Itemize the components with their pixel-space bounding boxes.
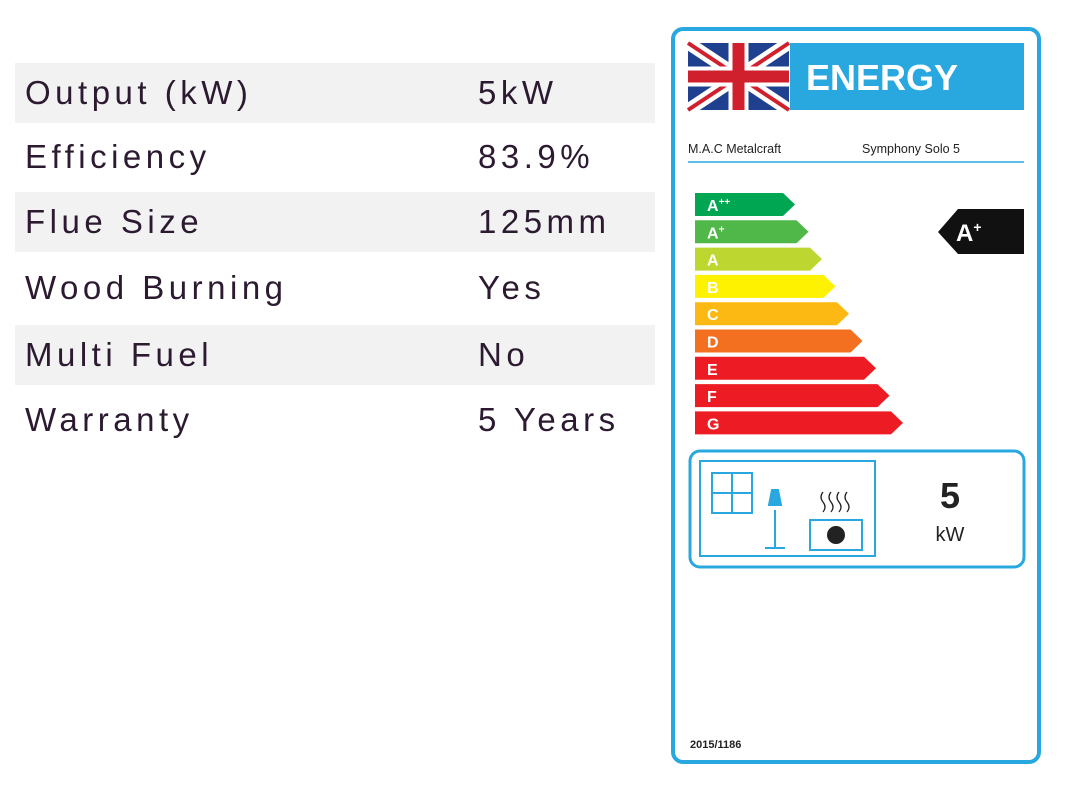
- spec-value: 83.9%: [478, 138, 595, 175]
- spec-value: 5kW: [478, 74, 558, 111]
- class-letter: F: [707, 389, 717, 406]
- class-label: A: [707, 253, 719, 270]
- spec-row: Flue Size 125mm: [15, 192, 655, 252]
- spec-value: 125mm: [478, 203, 611, 240]
- model: Symphony Solo 5: [862, 142, 960, 156]
- class-bar: [695, 302, 849, 326]
- rating-sup: +: [973, 219, 981, 235]
- class-bar: [695, 247, 822, 271]
- spec-name: Wood Burning: [25, 269, 288, 306]
- class-label: C: [707, 307, 719, 324]
- spec-value: No: [478, 336, 530, 373]
- output-unit: kW: [936, 524, 965, 546]
- spec-name: Output (kW): [25, 74, 253, 111]
- class-label: B: [707, 280, 719, 297]
- class-bar: [695, 220, 809, 244]
- class-bar: [695, 274, 836, 298]
- room-icon: [699, 460, 876, 557]
- spec-value: Yes: [478, 269, 546, 306]
- class-bar: [695, 411, 903, 435]
- class-label: E: [707, 362, 718, 379]
- spec-row: Wood Burning Yes: [15, 258, 655, 318]
- regulation: 2015/1186: [690, 739, 741, 751]
- class-bar: [695, 384, 890, 408]
- supplier: M.A.C Metalcraft: [688, 142, 782, 156]
- spec-name: Warranty: [25, 401, 194, 438]
- class-letter: B: [707, 280, 719, 297]
- spec-value: 5 Years: [478, 401, 620, 438]
- class-label: F: [707, 389, 717, 406]
- class-sup: ++: [719, 197, 731, 208]
- class-letter: E: [707, 362, 718, 379]
- spec-name: Multi Fuel: [25, 336, 214, 373]
- class-letter: G: [707, 416, 719, 433]
- rating: A+: [956, 219, 982, 247]
- output-value: 5: [940, 475, 960, 516]
- class-bar: [695, 329, 863, 353]
- class-letter: D: [707, 335, 719, 352]
- rating-letter: A: [956, 220, 973, 247]
- uk-flag: [684, 37, 793, 116]
- class-label: D: [707, 335, 719, 352]
- label-title: ENERGY: [806, 57, 958, 98]
- output-box: [688, 449, 1026, 569]
- title-bar: [790, 43, 1024, 110]
- class-letter: A: [707, 198, 719, 215]
- class-letter: A: [707, 225, 719, 242]
- class-letter: C: [707, 307, 719, 324]
- class-label: G: [707, 416, 719, 433]
- spec-row: Warranty 5 Years: [15, 390, 655, 450]
- spec-row: Efficiency 83.9%: [15, 127, 655, 187]
- spec-row: Output (kW) 5kW: [15, 63, 655, 123]
- spec-row: Multi Fuel No: [15, 325, 655, 385]
- class-label: A+: [707, 224, 725, 242]
- spec-name: Efficiency: [25, 138, 211, 175]
- class-sup: +: [719, 224, 725, 235]
- class-bar: [695, 193, 795, 216]
- class-letter: A: [707, 253, 719, 270]
- rating-arrow: [938, 209, 1024, 254]
- spec-name: Flue Size: [25, 203, 204, 240]
- class-label: A++: [707, 197, 730, 215]
- class-bar: [695, 356, 876, 380]
